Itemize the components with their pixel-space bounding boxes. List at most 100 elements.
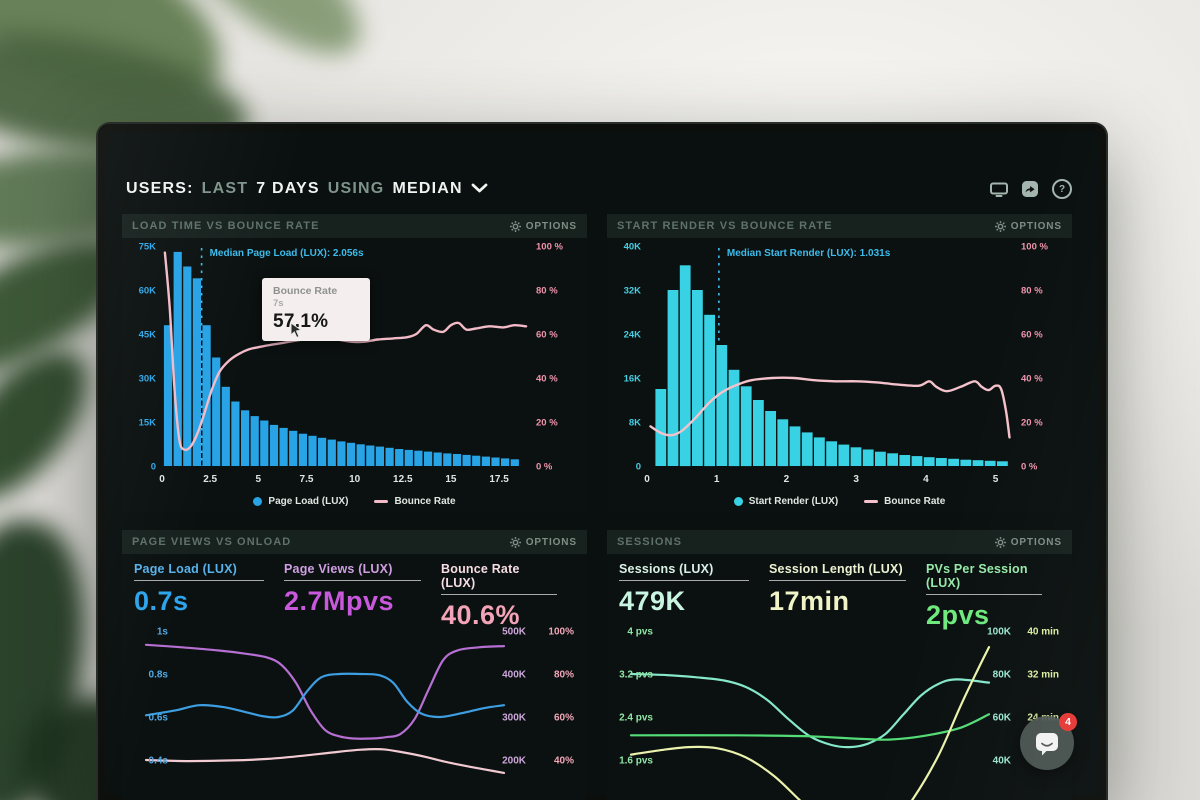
legend-label: Page Load (LUX): [268, 495, 349, 507]
svg-text:5: 5: [256, 474, 262, 485]
svg-text:80 %: 80 %: [536, 286, 558, 297]
svg-text:40K: 40K: [624, 242, 642, 253]
load-time-histogram-chart[interactable]: 75K 60K 45K 30K 15K 0 100 % 80 % 60 % 40 % 20 % 0 %…: [122, 238, 587, 490]
gear-icon: [994, 536, 1006, 548]
dashboard-header: USERS: LAST 7 DAYS USING MEDIAN ?: [126, 176, 1072, 202]
panel-header: SESSIONS OPTIONS: [607, 530, 1072, 554]
svg-text:40 %: 40 %: [1021, 374, 1043, 385]
panel-title: START RENDER VS BOUNCE RATE: [617, 220, 833, 232]
legend-swatch: [864, 499, 879, 503]
svg-text:2.5: 2.5: [203, 474, 217, 485]
metric-pvs-per-session: PVs Per Session (LUX) 2pvs: [926, 562, 1062, 631]
legend-item[interactable]: Page Load (LUX): [253, 496, 348, 507]
svg-text:80K: 80K: [993, 670, 1012, 681]
metric-label: Page Load (LUX): [134, 562, 264, 581]
start-render-histogram-chart[interactable]: 40K 32K 24K 16K 8K 0 100 % 80 % 60 % 40 % 20 % 0 % 0…: [607, 238, 1072, 490]
svg-text:1: 1: [714, 474, 720, 485]
svg-text:24K: 24K: [624, 330, 642, 341]
panel-header: START RENDER VS BOUNCE RATE OPTIONS: [607, 214, 1072, 238]
display-icon[interactable]: [990, 182, 1008, 197]
dashboard: USERS: LAST 7 DAYS USING MEDIAN ? LOAD T…: [98, 124, 1106, 800]
svg-text:40 %: 40 %: [536, 374, 558, 385]
legend-label: Start Render (LUX): [748, 495, 839, 507]
svg-text:100 %: 100 %: [1021, 242, 1048, 253]
svg-text:17.5: 17.5: [489, 474, 509, 485]
options-button[interactable]: OPTIONS: [994, 536, 1062, 548]
users-range-dropdown[interactable]: USERS: LAST 7 DAYS USING MEDIAN: [126, 180, 488, 198]
svg-text:100%: 100%: [548, 627, 574, 638]
svg-text:1.6 pvs: 1.6 pvs: [619, 756, 653, 767]
metric-label: Page Views (LUX): [284, 562, 421, 581]
gear-icon: [994, 220, 1006, 232]
legend-item[interactable]: Bounce Rate: [374, 495, 456, 507]
chart-area: 40K 32K 24K 16K 8K 0 100 % 80 % 60 % 40 % 20 % 0 % 0…: [607, 238, 1072, 490]
svg-text:100K: 100K: [987, 627, 1012, 638]
title-segment: MEDIAN: [392, 180, 463, 197]
options-button[interactable]: OPTIONS: [994, 220, 1062, 232]
metric-value: 2pvs: [926, 600, 990, 630]
legend-swatch: [733, 496, 743, 506]
legend-label: Bounce Rate: [394, 495, 456, 507]
legend-item[interactable]: Bounce Rate: [864, 496, 945, 507]
svg-text:40 min: 40 min: [1027, 627, 1059, 638]
panel-title: SESSIONS: [617, 536, 683, 548]
metric-value: 17min: [769, 586, 850, 616]
tooltip-x-value: 7s: [273, 298, 284, 309]
laptop-screen: USERS: LAST 7 DAYS USING MEDIAN ? LOAD T…: [96, 122, 1108, 800]
metric-sessions: Sessions (LUX) 479K: [619, 562, 769, 631]
tooltip-series: Bounce Rate: [273, 285, 338, 297]
metric-value: 479K: [619, 586, 686, 616]
chart-area: 75K 60K 45K 30K 15K 0 100 % 80 % 60 % 40 % 20 % 0 %…: [122, 238, 587, 490]
svg-text:20 %: 20 %: [536, 418, 558, 429]
svg-text:400K: 400K: [502, 670, 527, 681]
legend-swatch: [253, 496, 263, 506]
svg-text:0.8s: 0.8s: [149, 670, 169, 681]
svg-text:0.6s: 0.6s: [149, 713, 169, 724]
mouse-cursor: [290, 322, 303, 338]
metric-label: PVs Per Session (LUX): [926, 562, 1042, 595]
title-segment: USERS:: [126, 180, 194, 197]
options-button[interactable]: OPTIONS: [509, 536, 577, 548]
legend-swatch: [374, 499, 389, 503]
title-segment: USING: [327, 180, 385, 197]
svg-text:75K: 75K: [139, 242, 157, 253]
svg-text:2.4 pvs: 2.4 pvs: [619, 713, 653, 724]
help-icon[interactable]: ?: [1052, 179, 1072, 199]
svg-text:80 %: 80 %: [1021, 286, 1043, 297]
svg-text:60K: 60K: [139, 286, 157, 297]
svg-text:0 %: 0 %: [536, 462, 553, 473]
panel-header: PAGE VIEWS VS ONLOAD OPTIONS: [122, 530, 587, 554]
panel-header: LOAD TIME VS BOUNCE RATE OPTIONS: [122, 214, 587, 238]
header-toolbar: ?: [990, 179, 1072, 199]
legend-item[interactable]: Start Render (LUX): [733, 495, 839, 507]
svg-text:15K: 15K: [139, 418, 157, 429]
page-views-line-chart[interactable]: 1s 500K 100% 0.8s 400K 80% 0.6s 300K 60% 0.4s 200K…: [122, 620, 587, 800]
chat-widget[interactable]: 4: [1020, 713, 1077, 770]
title-segment: 7 DAYS: [256, 180, 320, 197]
metric-label: Bounce Rate (LUX): [441, 562, 557, 595]
svg-text:0.4s: 0.4s: [149, 756, 169, 767]
svg-text:40K: 40K: [993, 756, 1012, 767]
svg-text:8K: 8K: [629, 418, 641, 429]
metric-row: Page Load (LUX) 0.7s Page Views (LUX) 2.…: [122, 554, 587, 630]
svg-text:300K: 300K: [502, 713, 527, 724]
options-button[interactable]: OPTIONS: [509, 220, 577, 232]
svg-text:60 %: 60 %: [536, 330, 558, 341]
metric-session-length: Session Length (LUX) 17min: [769, 562, 926, 631]
svg-text:3: 3: [853, 474, 859, 485]
svg-text:32 min: 32 min: [1027, 670, 1059, 681]
svg-text:32K: 32K: [624, 286, 642, 297]
svg-text:12.5: 12.5: [393, 474, 413, 485]
gear-icon: [509, 220, 521, 232]
svg-text:200K: 200K: [502, 756, 527, 767]
svg-text:0: 0: [644, 474, 650, 485]
chevron-down-icon: [471, 180, 488, 198]
sessions-line-chart[interactable]: 4 pvs 100K 40 min 3.2 pvs 80K 32 min 2.4 pvs 60…: [607, 620, 1072, 800]
svg-text:30K: 30K: [139, 374, 157, 385]
metric-value: 0.7s: [134, 586, 189, 616]
metric-label: Sessions (LUX): [619, 562, 749, 581]
share-icon[interactable]: [1022, 181, 1038, 197]
svg-text:45K: 45K: [139, 330, 157, 341]
title-segment: LAST: [201, 180, 249, 197]
